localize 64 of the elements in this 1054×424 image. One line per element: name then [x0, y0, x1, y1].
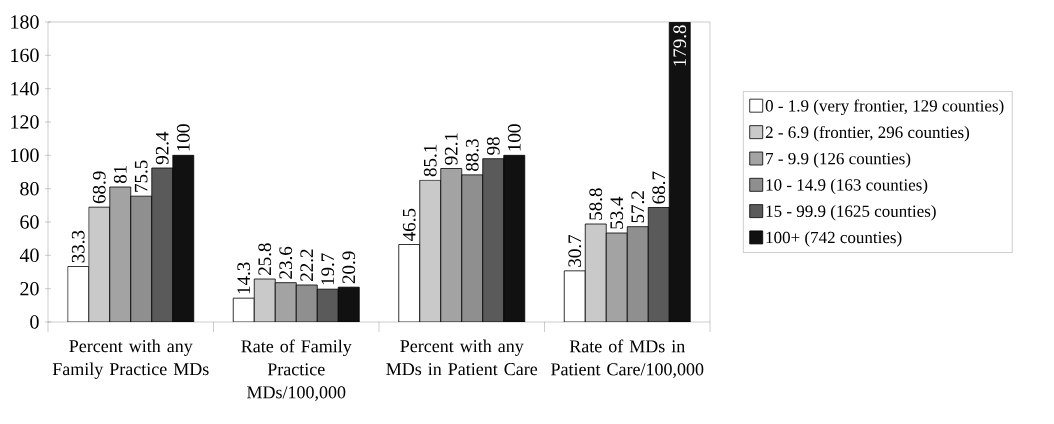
legend-label: 10 - 14.9 (163 counties)	[766, 178, 928, 195]
data-label: 68.9	[92, 171, 106, 204]
bar	[316, 288, 339, 322]
data-label: 92.4	[155, 131, 169, 165]
data-label: 68.7	[652, 171, 666, 204]
bar	[503, 154, 526, 322]
data-label: 75.5	[134, 160, 148, 192]
y-tick-label: 60	[20, 215, 39, 229]
data-label: 88.3	[465, 139, 479, 171]
y-tick-label: 80	[20, 181, 39, 196]
data-label: 30.7	[568, 234, 582, 267]
y-tick-label: 160	[11, 48, 39, 63]
data-label: 33.3	[71, 230, 85, 263]
bar	[626, 226, 649, 322]
data-label: 20.9	[342, 251, 356, 284]
data-label: 92.1	[444, 133, 458, 165]
bar	[337, 286, 360, 322]
y-tick-label: 100	[11, 148, 39, 163]
x-tick-label: Percent with any Family Practice MDs	[52, 339, 209, 379]
data-label: 179.8	[673, 25, 687, 66]
bar	[482, 158, 505, 322]
x-tick-label: Rate of Family Practice MDs/100,000	[241, 339, 352, 401]
data-label: 100	[507, 124, 521, 151]
x-tick-label: Percent with any MDs in Patient Care	[386, 339, 538, 376]
bar	[440, 168, 463, 322]
y-tick-label: 120	[11, 115, 39, 129]
legend-label: 7 - 9.9 (126 counties)	[766, 152, 911, 168]
bar	[647, 207, 670, 322]
bar	[172, 154, 195, 322]
bar	[584, 223, 607, 322]
data-label: 53.4	[610, 196, 624, 229]
data-label: 57.2	[631, 191, 645, 223]
legend-label: 0 - 1.9 (very frontier, 129 counties)	[765, 99, 1004, 116]
data-label: 22.2	[300, 249, 314, 281]
bar	[88, 206, 111, 322]
y-tick-label: 180	[11, 15, 39, 29]
x-tick-label: Rate of MDs in Patient Care/100,000	[551, 339, 704, 378]
bar	[274, 282, 297, 322]
bar	[605, 232, 628, 322]
bar	[109, 186, 132, 322]
legend-label: 100+ (742 counties)	[766, 231, 902, 247]
data-label: 14.3	[237, 262, 251, 294]
y-tick-label: 40	[19, 248, 39, 263]
data-label: 98	[486, 137, 500, 155]
data-label: 85.1	[423, 144, 437, 177]
legend-label: 2 - 6.9 (frontier, 296 counties)	[765, 125, 970, 142]
bar	[668, 22, 691, 322]
bar	[253, 278, 276, 322]
data-label: 46.5	[402, 208, 416, 241]
data-label: 81	[113, 165, 127, 184]
bar	[419, 179, 442, 322]
data-label: 23.6	[279, 246, 293, 279]
y-tick-label: 20	[20, 281, 39, 296]
bar	[295, 284, 318, 322]
bar	[130, 195, 153, 322]
data-label: 100	[176, 124, 190, 151]
bar	[461, 174, 484, 322]
y-tick-label: 140	[11, 81, 39, 96]
legend-label: 15 - 99.9 (1625 counties)	[766, 204, 936, 221]
data-label: 25.8	[258, 243, 272, 275]
y-tick-label: 0	[30, 315, 39, 329]
bar	[151, 167, 174, 322]
data-label: 19.7	[321, 253, 335, 285]
data-label: 58.8	[589, 188, 603, 220]
